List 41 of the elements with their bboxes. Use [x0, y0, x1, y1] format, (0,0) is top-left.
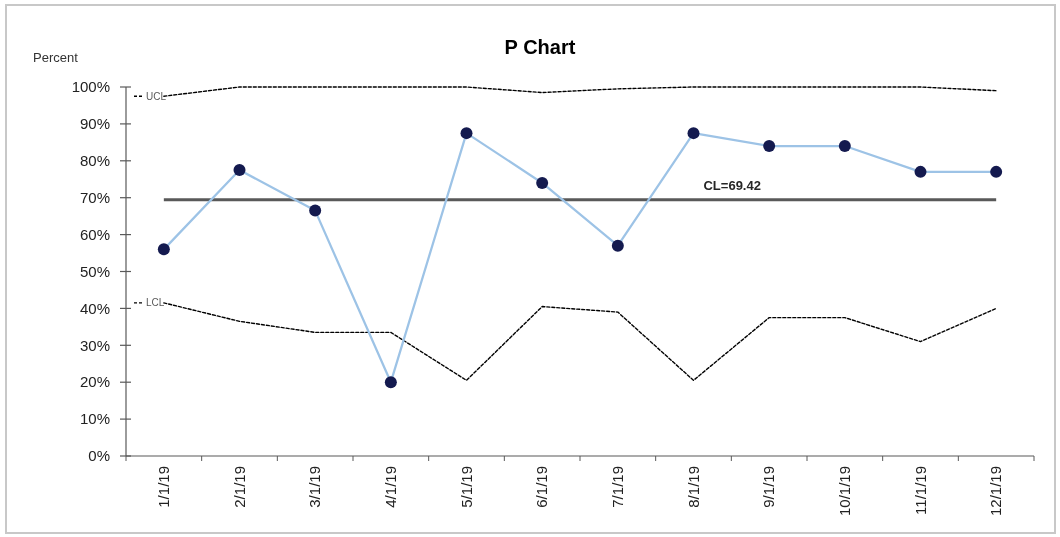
- chart-title: P Chart: [504, 36, 576, 58]
- y-tick-label: 50%: [79, 262, 110, 280]
- y-tick-label: 90%: [79, 115, 110, 133]
- x-tick-label: 10/1/19: [836, 466, 854, 517]
- point: [914, 165, 927, 178]
- point: [838, 140, 851, 153]
- x-tick-label: 9/1/19: [760, 466, 778, 508]
- y-tick-label: 10%: [79, 410, 110, 428]
- legend-label: LCL: [146, 297, 165, 309]
- point: [233, 164, 246, 177]
- x-tick-label: 2/1/19: [230, 466, 248, 508]
- point: [990, 165, 1003, 178]
- point: [687, 127, 700, 140]
- point: [536, 176, 549, 189]
- y-tick-label: 0%: [88, 447, 110, 465]
- x-tick-label: 7/1/19: [609, 466, 627, 508]
- x-tick-label: 1/1/19: [155, 466, 173, 508]
- y-tick-label: 60%: [79, 225, 110, 243]
- point: [309, 204, 322, 217]
- x-tick-label: 8/1/19: [684, 466, 702, 508]
- legend-label: UCL: [146, 90, 167, 102]
- y-tick-label: 30%: [79, 336, 110, 354]
- point: [611, 239, 624, 252]
- x-tick-label: 4/1/19: [382, 466, 400, 508]
- point: [763, 140, 776, 153]
- y-tick-label: 80%: [79, 152, 110, 170]
- x-tick-label: 5/1/19: [457, 466, 475, 508]
- x-tick-label: 3/1/19: [306, 466, 324, 508]
- x-tick-label: 6/1/19: [533, 466, 551, 508]
- line-series: [163, 302, 997, 382]
- point: [157, 243, 170, 256]
- y-tick-label: 40%: [79, 299, 110, 317]
- point: [384, 376, 397, 389]
- y-tick-label: 70%: [79, 188, 110, 206]
- point: [460, 127, 473, 140]
- y-tick-label: 100%: [71, 78, 110, 96]
- x-tick-label: 11/1/19: [911, 466, 929, 515]
- y-axis-title: Percent: [33, 50, 79, 65]
- y-tick-label: 20%: [79, 373, 110, 391]
- ref-line-label: CL=69.42: [703, 177, 761, 193]
- x-tick-label: 12/1/19: [987, 466, 1005, 517]
